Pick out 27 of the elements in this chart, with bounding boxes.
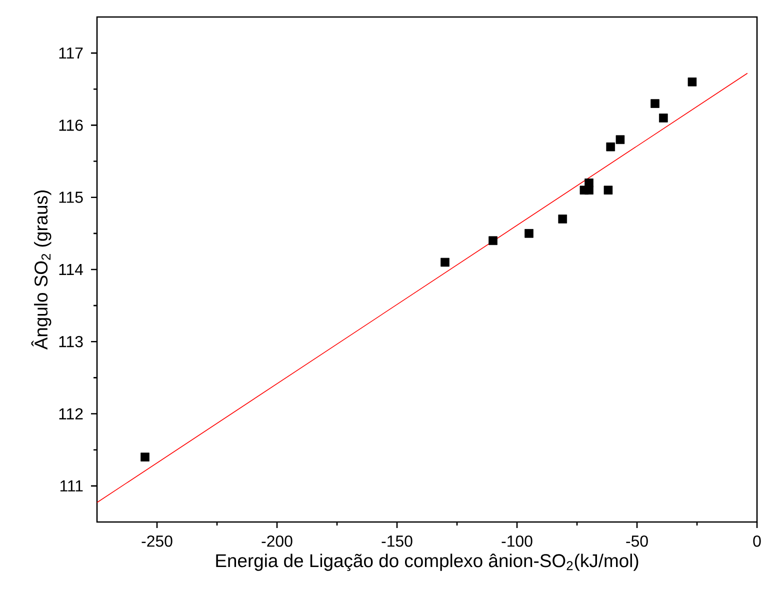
x-tick-label: -150 — [382, 536, 412, 547]
y-tick-label: 117 — [59, 48, 83, 59]
x-tick-label: 0 — [753, 536, 761, 547]
y-tick-label: 113 — [59, 336, 83, 348]
point — [524, 229, 534, 238]
point — [616, 135, 625, 144]
point — [604, 186, 613, 195]
x-tick-label: -100 — [502, 536, 532, 547]
point — [440, 258, 450, 267]
y-tick-label: 111 — [60, 480, 83, 492]
y-tick-label: 112 — [59, 408, 83, 420]
y-axis-title: Ângulo SO$_{2}$ (graus) — [31, 190, 52, 350]
point — [140, 452, 150, 462]
x-axis-title: Energia de Ligação do complexo ânion-SO$_{2}$(kJ/mol) — [216, 554, 638, 571]
y-tick-label: 115 — [59, 192, 83, 203]
point — [488, 236, 498, 246]
point — [606, 142, 616, 152]
point — [688, 78, 697, 86]
x-tick-label: -250 — [142, 536, 172, 547]
y-tick-label: 114 — [59, 264, 84, 275]
point — [558, 214, 568, 224]
y-tick-label: 116 — [59, 120, 83, 131]
point — [650, 99, 660, 108]
point — [659, 114, 668, 122]
x-tick-label: -200 — [262, 536, 292, 547]
x-tick-label: -50 — [626, 536, 648, 547]
point — [584, 186, 594, 195]
